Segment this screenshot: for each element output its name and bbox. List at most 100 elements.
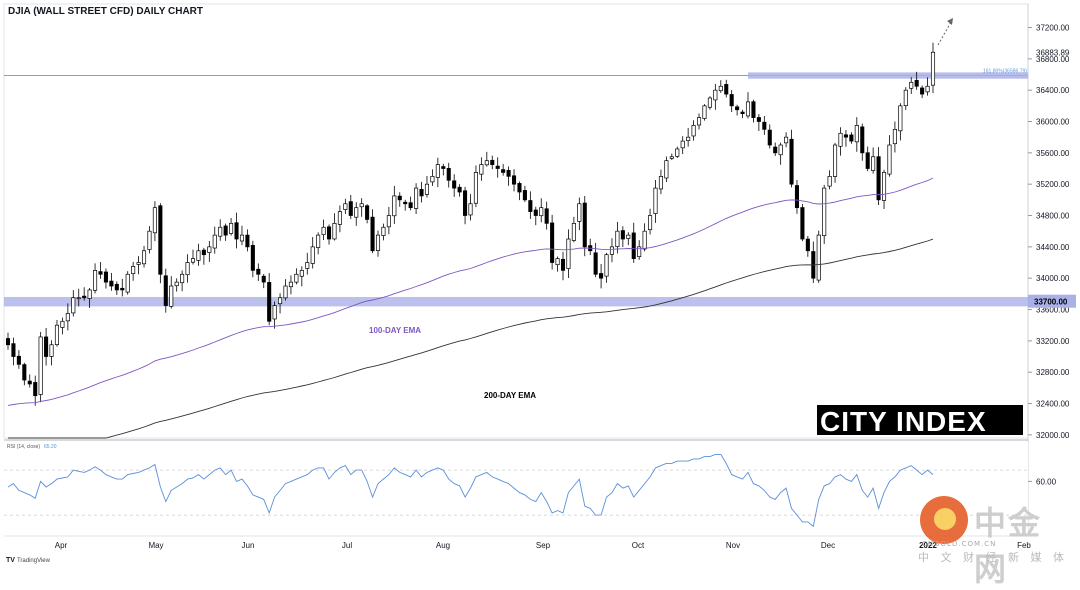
- candle-body: [141, 250, 147, 265]
- candle-body: [740, 111, 745, 115]
- candle-body: [522, 190, 527, 201]
- candle-body: [278, 297, 283, 305]
- candle-body: [65, 313, 70, 322]
- candle-body: [582, 202, 587, 248]
- candle-body: [120, 287, 125, 291]
- rsi-value: 65.20: [44, 444, 57, 450]
- candle-body: [5, 338, 11, 346]
- y-tick-label: 34400.00: [1036, 243, 1070, 252]
- candle-body: [566, 238, 571, 269]
- y-tick-label: 34000.00: [1036, 274, 1070, 283]
- candle-body: [517, 183, 522, 193]
- candle-body: [147, 230, 152, 250]
- candle-body: [152, 207, 157, 234]
- candle-body: [490, 159, 495, 165]
- candle-body: [103, 271, 108, 283]
- candle-body: [337, 211, 342, 225]
- candle-body: [288, 281, 293, 288]
- candle-body: [528, 200, 533, 212]
- candle-body: [234, 222, 239, 240]
- candle-body: [435, 164, 440, 178]
- candle-body: [348, 201, 353, 216]
- candle-body: [370, 216, 375, 252]
- x-tick-label: Dec: [821, 541, 835, 550]
- candle-body: [686, 136, 691, 141]
- candle-body: [38, 336, 43, 395]
- candle-body: [446, 168, 451, 181]
- candle-body: [299, 270, 304, 277]
- candle-body: [267, 282, 272, 322]
- candle-body: [577, 203, 582, 222]
- y-tick-label: 33600.00: [1036, 306, 1070, 315]
- support-price-label: 33700.00: [1034, 298, 1068, 307]
- candle-body: [854, 125, 859, 143]
- candle-body: [375, 234, 381, 251]
- y-tick-label: 36000.00: [1036, 118, 1070, 127]
- candle-body: [865, 152, 870, 169]
- rsi-pane: [4, 442, 1028, 532]
- candle-body: [321, 226, 326, 235]
- candle-body: [914, 79, 919, 87]
- candle-body: [544, 208, 549, 224]
- candle-body: [403, 201, 408, 205]
- candle-body: [190, 258, 196, 263]
- candle-body: [887, 144, 892, 175]
- price-pane: [3, 3, 1029, 439]
- y-tick-label: 36400.00: [1036, 86, 1070, 95]
- candle-body: [707, 97, 712, 108]
- candle-body: [511, 175, 517, 185]
- candle-body: [822, 187, 827, 236]
- candle-body: [784, 136, 789, 144]
- candle-body: [256, 268, 261, 275]
- candle-body: [930, 51, 936, 86]
- candle-body: [800, 207, 805, 240]
- candle-body: [180, 273, 185, 284]
- candle-body: [229, 223, 234, 234]
- candle-body: [136, 262, 141, 265]
- candle-body: [468, 203, 473, 216]
- y-tick-label: 35600.00: [1036, 149, 1070, 158]
- candle-body: [332, 223, 337, 240]
- candle-body: [789, 138, 794, 185]
- y-tick-label: 34800.00: [1036, 212, 1070, 221]
- candle-body: [539, 207, 544, 217]
- candle-body: [419, 188, 424, 197]
- watermark-tagline: 中 文 财 经 新 媒 体: [918, 551, 1068, 564]
- cngold-watermark: 中金网 CNGOLD.COM.CN 中 文 财 经 新 媒 体: [918, 496, 1068, 588]
- candle-body: [185, 262, 190, 276]
- candle-body: [843, 134, 848, 138]
- rsi-tick-label: 60.00: [1036, 477, 1057, 486]
- x-tick-label: 2022: [919, 541, 937, 550]
- candle-body: [60, 320, 65, 328]
- y-tick-label: 32000.00: [1036, 431, 1070, 440]
- candle-body: [54, 324, 60, 346]
- x-tick-label: Sep: [536, 541, 551, 550]
- candle-body: [239, 234, 245, 242]
- candle-body: [571, 223, 576, 241]
- candle-body: [381, 226, 386, 236]
- candle-body: [533, 209, 538, 216]
- candle-body: [620, 230, 625, 240]
- candle-body: [473, 172, 478, 204]
- y-tick-label: 36800.00: [1036, 55, 1070, 64]
- x-tick-label: Oct: [632, 541, 645, 550]
- candle-body: [11, 343, 16, 357]
- candle-body: [463, 190, 468, 216]
- candle-body: [386, 215, 391, 228]
- x-tick-label: May: [148, 541, 163, 550]
- candle-body: [114, 283, 119, 291]
- candle-body: [174, 281, 179, 287]
- candle-body: [669, 156, 674, 159]
- y-tick-label: 32400.00: [1036, 400, 1070, 409]
- candle-body: [294, 273, 299, 283]
- candle-body: [506, 170, 511, 177]
- y-tick-label: 35200.00: [1036, 180, 1070, 189]
- candle-body: [98, 271, 103, 275]
- candle-body: [626, 234, 631, 239]
- candle-body: [33, 382, 38, 397]
- ema100-label: 100-DAY EMA: [369, 326, 421, 335]
- city-index-logo: [817, 405, 1023, 435]
- city-index-text: CITY INDEX: [820, 406, 987, 437]
- candle-body: [680, 140, 685, 149]
- candle-body: [631, 232, 636, 259]
